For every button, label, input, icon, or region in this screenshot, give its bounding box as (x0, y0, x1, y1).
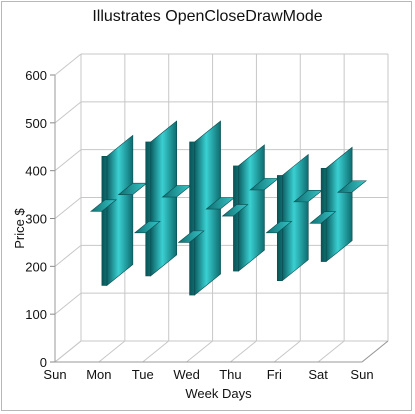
x-tick-label: Mon (86, 367, 111, 382)
y-axis-title: Price $ (12, 208, 27, 249)
hilo-bar (106, 134, 134, 287)
y-tick-label: 300 (25, 212, 47, 227)
y-tick-label: 500 (25, 116, 47, 131)
x-tick-label: Fri (267, 367, 282, 382)
x-tick-label: Sat (308, 367, 328, 382)
y-tick-label: 0 (40, 355, 47, 370)
gridline-floor (54, 340, 82, 363)
gridline-wall (54, 292, 82, 315)
hilo-bar-edge (233, 165, 239, 272)
open-tick (133, 221, 161, 234)
hilo-bar-edge (145, 141, 152, 277)
hilo-bar (150, 120, 178, 277)
open-tick (309, 211, 337, 224)
gridline-floor (273, 340, 301, 363)
y-tick-label: 600 (25, 68, 47, 83)
x-axis-title: Week Days (185, 386, 252, 401)
floor-edge (361, 340, 389, 363)
open-tick (265, 221, 293, 234)
y-tick-label: 200 (25, 259, 47, 274)
y-tick-label: 100 (25, 307, 47, 322)
gridline-floor (186, 340, 213, 363)
x-tick-label: Thu (219, 367, 241, 382)
x-tick-label: Tue (132, 367, 154, 382)
open-tick (90, 199, 118, 212)
gridline-wall (54, 197, 82, 219)
gridline-wall (54, 101, 82, 124)
gridline-floor (230, 340, 257, 363)
chart-title: Illustrates OpenCloseDrawMode (92, 8, 323, 25)
open-tick (221, 204, 249, 217)
gridline-floor (98, 340, 126, 363)
gridline-wall (54, 149, 82, 172)
x-tick-label: Sun (43, 367, 66, 382)
axis-labels: 0 100 200 300 400 500 600 Sun Mon Tue Wed Thu Fri Sat… (12, 68, 374, 401)
gridline-floor (317, 340, 345, 363)
hilo-bar-edge (189, 141, 195, 296)
hilo-bar (281, 153, 309, 282)
hilo-bar (325, 146, 353, 263)
x-tick-label: Wed (173, 367, 200, 382)
gridline-wall (54, 53, 82, 76)
open-tick (177, 230, 205, 243)
hilo-bar-edge (101, 156, 108, 286)
gridline-floor (142, 340, 170, 363)
close-tick (336, 180, 367, 193)
series-marks (90, 120, 367, 296)
x-tick-label: Sun (350, 367, 373, 382)
y-tick-label: 400 (25, 164, 47, 179)
gridline-wall (54, 244, 82, 267)
